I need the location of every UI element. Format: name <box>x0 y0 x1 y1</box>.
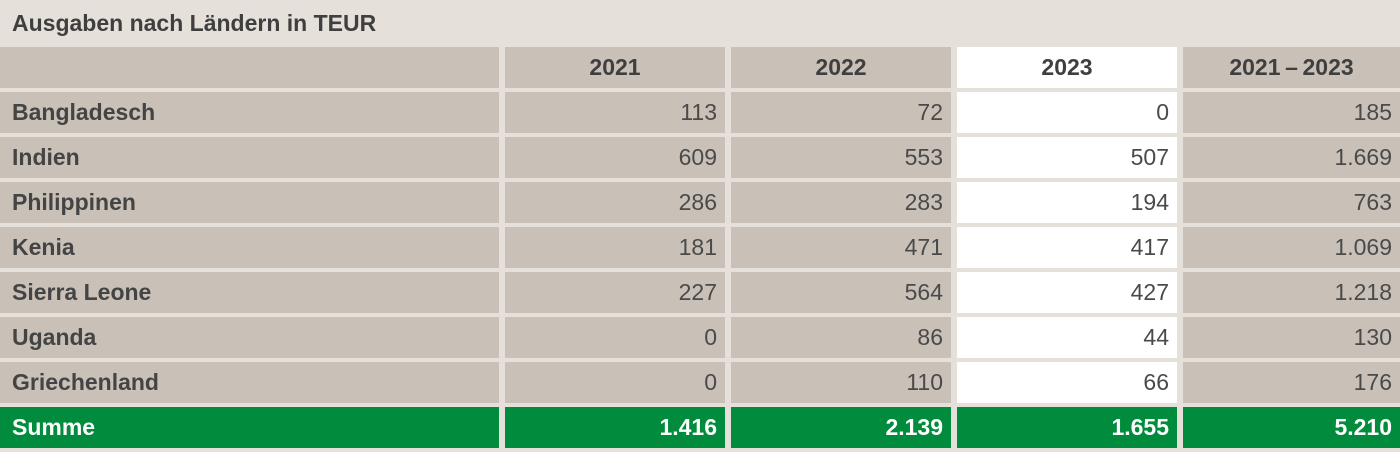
total-2023: 1.655 <box>957 407 1177 448</box>
row-label: Uganda <box>0 317 499 358</box>
cell-2023: 44 <box>957 317 1177 358</box>
total-2021-2023: 5.210 <box>1183 407 1400 448</box>
cell-2021-2023: 1.069 <box>1183 227 1400 268</box>
cell-2021: 227 <box>505 272 725 313</box>
header-2021-2023: 2021 – 2023 <box>1183 47 1400 88</box>
cell-2023: 427 <box>957 272 1177 313</box>
cell-2022: 564 <box>731 272 951 313</box>
cell-2023: 417 <box>957 227 1177 268</box>
cell-2021: 609 <box>505 137 725 178</box>
cell-2021: 181 <box>505 227 725 268</box>
cell-2021-2023: 176 <box>1183 362 1400 403</box>
row-label: Sierra Leone <box>0 272 499 313</box>
row-label: Philippinen <box>0 182 499 223</box>
cell-2022: 110 <box>731 362 951 403</box>
table-row: Sierra Leone 227 564 427 1.218 <box>0 272 1400 313</box>
table-row: Kenia 181 471 417 1.069 <box>0 227 1400 268</box>
total-row: Summe 1.416 2.139 1.655 5.210 <box>0 407 1400 448</box>
cell-2022: 72 <box>731 92 951 133</box>
expenses-table: 2021 2022 2023 2021 – 2023 Bangladesch 1… <box>0 43 1400 452</box>
cell-2023: 0 <box>957 92 1177 133</box>
header-2022: 2022 <box>731 47 951 88</box>
cell-2021-2023: 763 <box>1183 182 1400 223</box>
cell-2022: 86 <box>731 317 951 358</box>
cell-2021-2023: 130 <box>1183 317 1400 358</box>
table-row: Bangladesch 113 72 0 185 <box>0 92 1400 133</box>
row-label: Bangladesch <box>0 92 499 133</box>
cell-2023: 507 <box>957 137 1177 178</box>
table-title: Ausgaben nach Ländern in TEUR <box>12 10 377 36</box>
cell-2022: 471 <box>731 227 951 268</box>
total-2022: 2.139 <box>731 407 951 448</box>
header-2021: 2021 <box>505 47 725 88</box>
total-label: Summe <box>0 407 499 448</box>
cell-2021-2023: 1.218 <box>1183 272 1400 313</box>
cell-2022: 553 <box>731 137 951 178</box>
row-label: Indien <box>0 137 499 178</box>
header-2023: 2023 <box>957 47 1177 88</box>
row-label: Griechenland <box>0 362 499 403</box>
header-row: 2021 2022 2023 2021 – 2023 <box>0 47 1400 88</box>
table-row: Indien 609 553 507 1.669 <box>0 137 1400 178</box>
cell-2021: 0 <box>505 317 725 358</box>
total-2021: 1.416 <box>505 407 725 448</box>
cell-2021: 286 <box>505 182 725 223</box>
table-row: Griechenland 0 110 66 176 <box>0 362 1400 403</box>
row-label: Kenia <box>0 227 499 268</box>
cell-2021-2023: 1.669 <box>1183 137 1400 178</box>
cell-2023: 194 <box>957 182 1177 223</box>
cell-2023: 66 <box>957 362 1177 403</box>
cell-2021-2023: 185 <box>1183 92 1400 133</box>
cell-2022: 283 <box>731 182 951 223</box>
cell-2021: 0 <box>505 362 725 403</box>
table-row: Uganda 0 86 44 130 <box>0 317 1400 358</box>
cell-2021: 113 <box>505 92 725 133</box>
table-row: Philippinen 286 283 194 763 <box>0 182 1400 223</box>
header-corner <box>0 47 499 88</box>
